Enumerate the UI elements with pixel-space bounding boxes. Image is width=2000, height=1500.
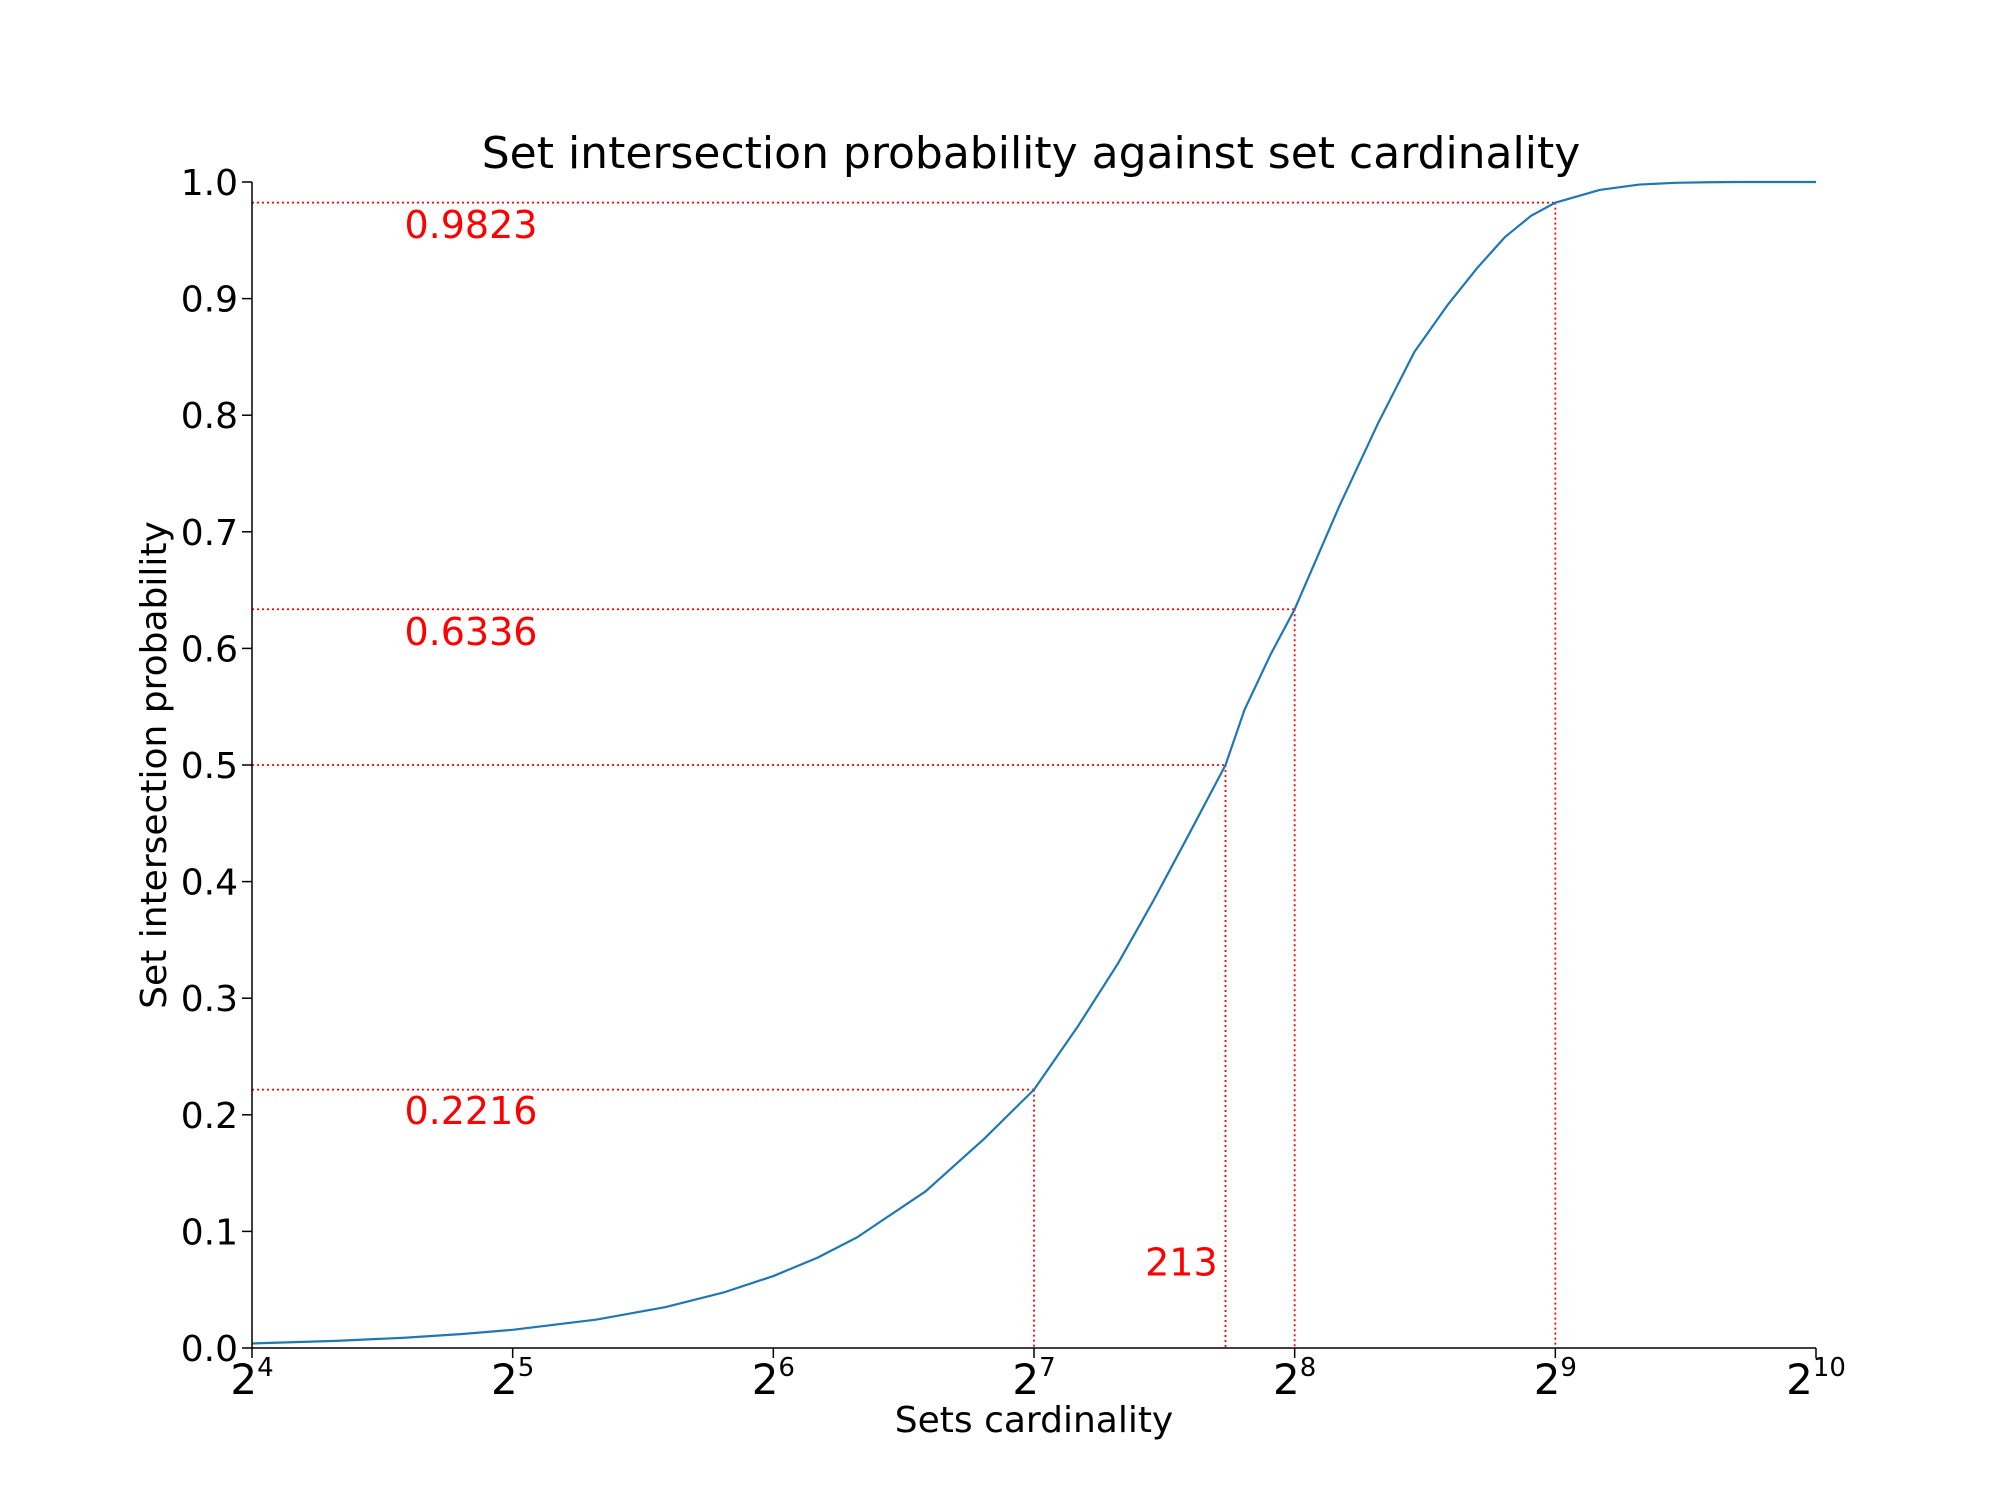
y-tick-label: 1.0 <box>181 163 238 204</box>
x-tick-base: 2 <box>1534 1355 1561 1404</box>
x-tick-label: 29 <box>1534 1353 1577 1404</box>
x-tick-label: 24 <box>230 1353 273 1404</box>
series-layer <box>251 180 1816 1345</box>
x-tick-base: 2 <box>491 1355 518 1404</box>
ticks: 0.00.10.20.30.40.50.60.70.80.91.024 25 26 2… <box>181 163 1846 1404</box>
x-tick-label: 210 <box>1786 1353 1846 1404</box>
x-tick-base: 2 <box>1273 1355 1300 1404</box>
y-tick-label: 0.5 <box>181 746 238 787</box>
y-tick-label: 0.1 <box>181 1212 238 1253</box>
y-tick-label: 0.0 <box>181 1329 238 1370</box>
x-tick-base: 2 <box>230 1355 257 1404</box>
x-tick-base: 2 <box>752 1355 779 1404</box>
y-axis-label: Set intersection probability <box>134 521 175 1009</box>
chart-title: Set intersection probability against set… <box>482 128 1581 179</box>
x-tick-exponent: 8 <box>1300 1353 1317 1383</box>
y-tick-label: 0.7 <box>181 513 238 554</box>
y-tick-label: 0.3 <box>181 979 238 1020</box>
y-tick-label: 0.6 <box>181 629 238 670</box>
annotation-label: 0.9823 <box>404 203 537 247</box>
x-tick-base: 2 <box>1786 1355 1813 1404</box>
x-tick-label: 25 <box>491 1353 534 1404</box>
x-tick-base: 2 <box>1012 1355 1039 1404</box>
x-tick-exponent: 5 <box>518 1353 535 1383</box>
x-tick-label: 27 <box>1012 1353 1055 1404</box>
annotations: 0.9823 0.6336 0.2216 213 <box>404 203 1217 1285</box>
y-tick-label: 0.4 <box>181 863 238 904</box>
x-tick-exponent: 6 <box>778 1353 795 1383</box>
series-line-0 <box>251 180 1816 1345</box>
reference-lines <box>252 201 1557 1348</box>
x-tick-label: 26 <box>752 1353 795 1404</box>
y-tick-label: 0.9 <box>181 280 238 321</box>
x-tick-exponent: 10 <box>1813 1353 1846 1383</box>
annotation-label: 0.6336 <box>404 610 537 654</box>
y-tick-label: 0.2 <box>181 1096 238 1137</box>
x-tick-exponent: 9 <box>1560 1353 1577 1383</box>
annotation-label: 0.2216 <box>404 1089 537 1133</box>
annotation-label: 213 <box>1145 1241 1218 1285</box>
x-tick-label: 28 <box>1273 1353 1316 1404</box>
y-tick-label: 0.8 <box>181 396 238 437</box>
x-tick-exponent: 7 <box>1039 1353 1056 1383</box>
x-axis-label: Sets cardinality <box>895 1400 1174 1441</box>
x-tick-exponent: 4 <box>257 1353 274 1383</box>
